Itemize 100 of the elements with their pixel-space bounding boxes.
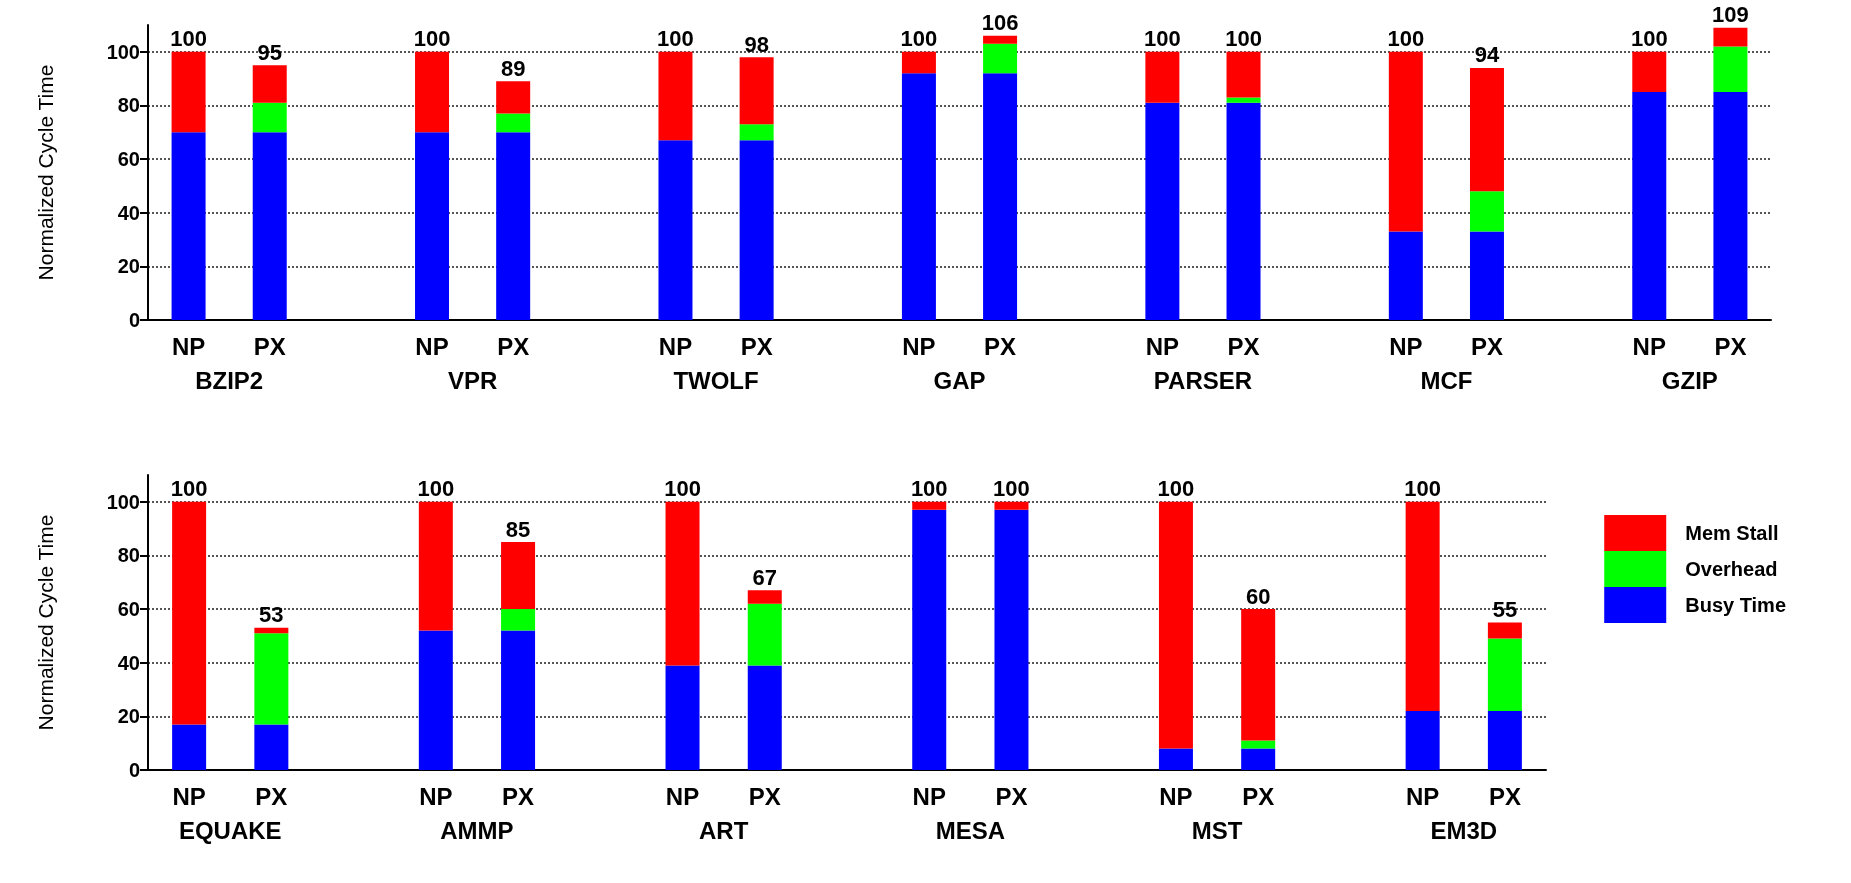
bar: [1145, 51, 1180, 103]
bar: [747, 590, 782, 604]
text: EM3D: [1430, 816, 1498, 844]
bar: [1487, 638, 1522, 711]
bar: [901, 51, 936, 74]
bar: [901, 73, 936, 320]
y-tick-label: 40: [117, 651, 140, 674]
x-tick-label: NP: [1389, 332, 1423, 360]
y-tick-label: 20: [117, 705, 140, 728]
text: PARSER: [1153, 366, 1253, 394]
total-label: 55: [1492, 597, 1518, 622]
bar: [1388, 51, 1423, 232]
total-label: 67: [752, 564, 778, 590]
legend-label: Mem Stall: [1685, 522, 1779, 544]
x-tick-label: NP: [658, 332, 693, 360]
bar: [1241, 740, 1276, 749]
text: VPR: [447, 366, 498, 394]
y-tick-label: 0: [128, 759, 140, 781]
x-tick-label: NP: [902, 332, 936, 360]
bar: [1632, 92, 1667, 320]
bar: [983, 73, 1018, 320]
text: TWOLF: [673, 366, 759, 394]
bar: [252, 102, 287, 133]
total-label: 100: [1144, 26, 1181, 52]
bar: [1226, 97, 1261, 103]
y-tick-label: 100: [106, 490, 140, 513]
bar: [418, 630, 453, 770]
total-label: 100: [900, 26, 938, 52]
x-tick-label: PX: [984, 332, 1017, 360]
bar: [1226, 51, 1261, 98]
bar: [254, 633, 289, 725]
bar: [747, 603, 782, 666]
bar: [496, 113, 531, 133]
x-tick-label: PX: [502, 782, 535, 810]
total-label: 100: [1225, 26, 1262, 52]
bar: [665, 665, 700, 770]
total-label: 89: [500, 55, 526, 81]
total-label: 53: [259, 602, 284, 628]
x-tick-label: PX: [253, 332, 286, 360]
x-tick-label: NP: [1159, 782, 1193, 810]
x-tick-label: PX: [995, 782, 1028, 810]
x-tick-label: PX: [1714, 332, 1747, 360]
x-tick-label: NP: [415, 332, 449, 360]
bar: [254, 724, 289, 770]
bar: [252, 132, 287, 320]
bar: [1158, 748, 1193, 770]
total-label: 100: [170, 476, 208, 502]
bar: [739, 140, 774, 320]
bar: [739, 124, 774, 141]
y-tick-label: 100: [106, 40, 140, 63]
y-tick-label: 80: [117, 544, 140, 567]
total-label: 100: [1157, 476, 1195, 502]
legend-label: Busy Time: [1685, 594, 1786, 616]
bar: [254, 627, 289, 634]
x-tick-label: PX: [748, 782, 781, 810]
bar: [1405, 711, 1440, 770]
total-label: 100: [993, 476, 1030, 502]
bar: [1469, 191, 1504, 232]
x-tick-label: PX: [1488, 782, 1521, 810]
total-label: 100: [170, 26, 207, 52]
bar: [658, 140, 693, 320]
bar: [1487, 711, 1522, 770]
bar: [496, 81, 531, 114]
x-tick-label: NP: [912, 782, 946, 810]
text: AMMP: [440, 816, 514, 844]
text: MCF: [1420, 366, 1473, 394]
x-tick-label: NP: [1632, 332, 1666, 360]
x-tick-label: PX: [497, 332, 530, 360]
x-tick-label: PX: [1242, 782, 1275, 810]
text: BZIP2: [195, 366, 264, 394]
bar: [501, 609, 536, 631]
bar: [171, 132, 206, 320]
bar: [172, 724, 207, 770]
bar: [415, 51, 450, 133]
bar: [1713, 46, 1748, 93]
text: GZIP: [1661, 366, 1718, 394]
total-label: 100: [417, 476, 455, 502]
bar: [983, 43, 1018, 74]
bar: [1241, 748, 1276, 770]
bar: [252, 65, 287, 103]
y-axis-title: Normalized Cycle Time: [34, 64, 57, 281]
bar: [912, 509, 947, 770]
total-label: 94: [1474, 42, 1500, 68]
bar: [747, 665, 782, 770]
bar: [1487, 622, 1522, 639]
x-tick-label: NP: [419, 782, 453, 810]
bar: [1469, 231, 1504, 320]
bar: [1226, 102, 1261, 320]
x-tick-label: NP: [1145, 332, 1180, 360]
y-tick-label: 60: [117, 598, 140, 621]
bar: [665, 501, 700, 666]
bar: [496, 132, 531, 320]
x-tick-label: PX: [1227, 332, 1260, 360]
bar: [658, 51, 693, 141]
bar: [994, 509, 1029, 770]
bar: [1388, 231, 1423, 320]
total-label: 60: [1245, 583, 1271, 609]
y-tick-label: 0: [128, 309, 140, 331]
bar: [983, 35, 1018, 44]
total-label: 100: [910, 476, 948, 502]
